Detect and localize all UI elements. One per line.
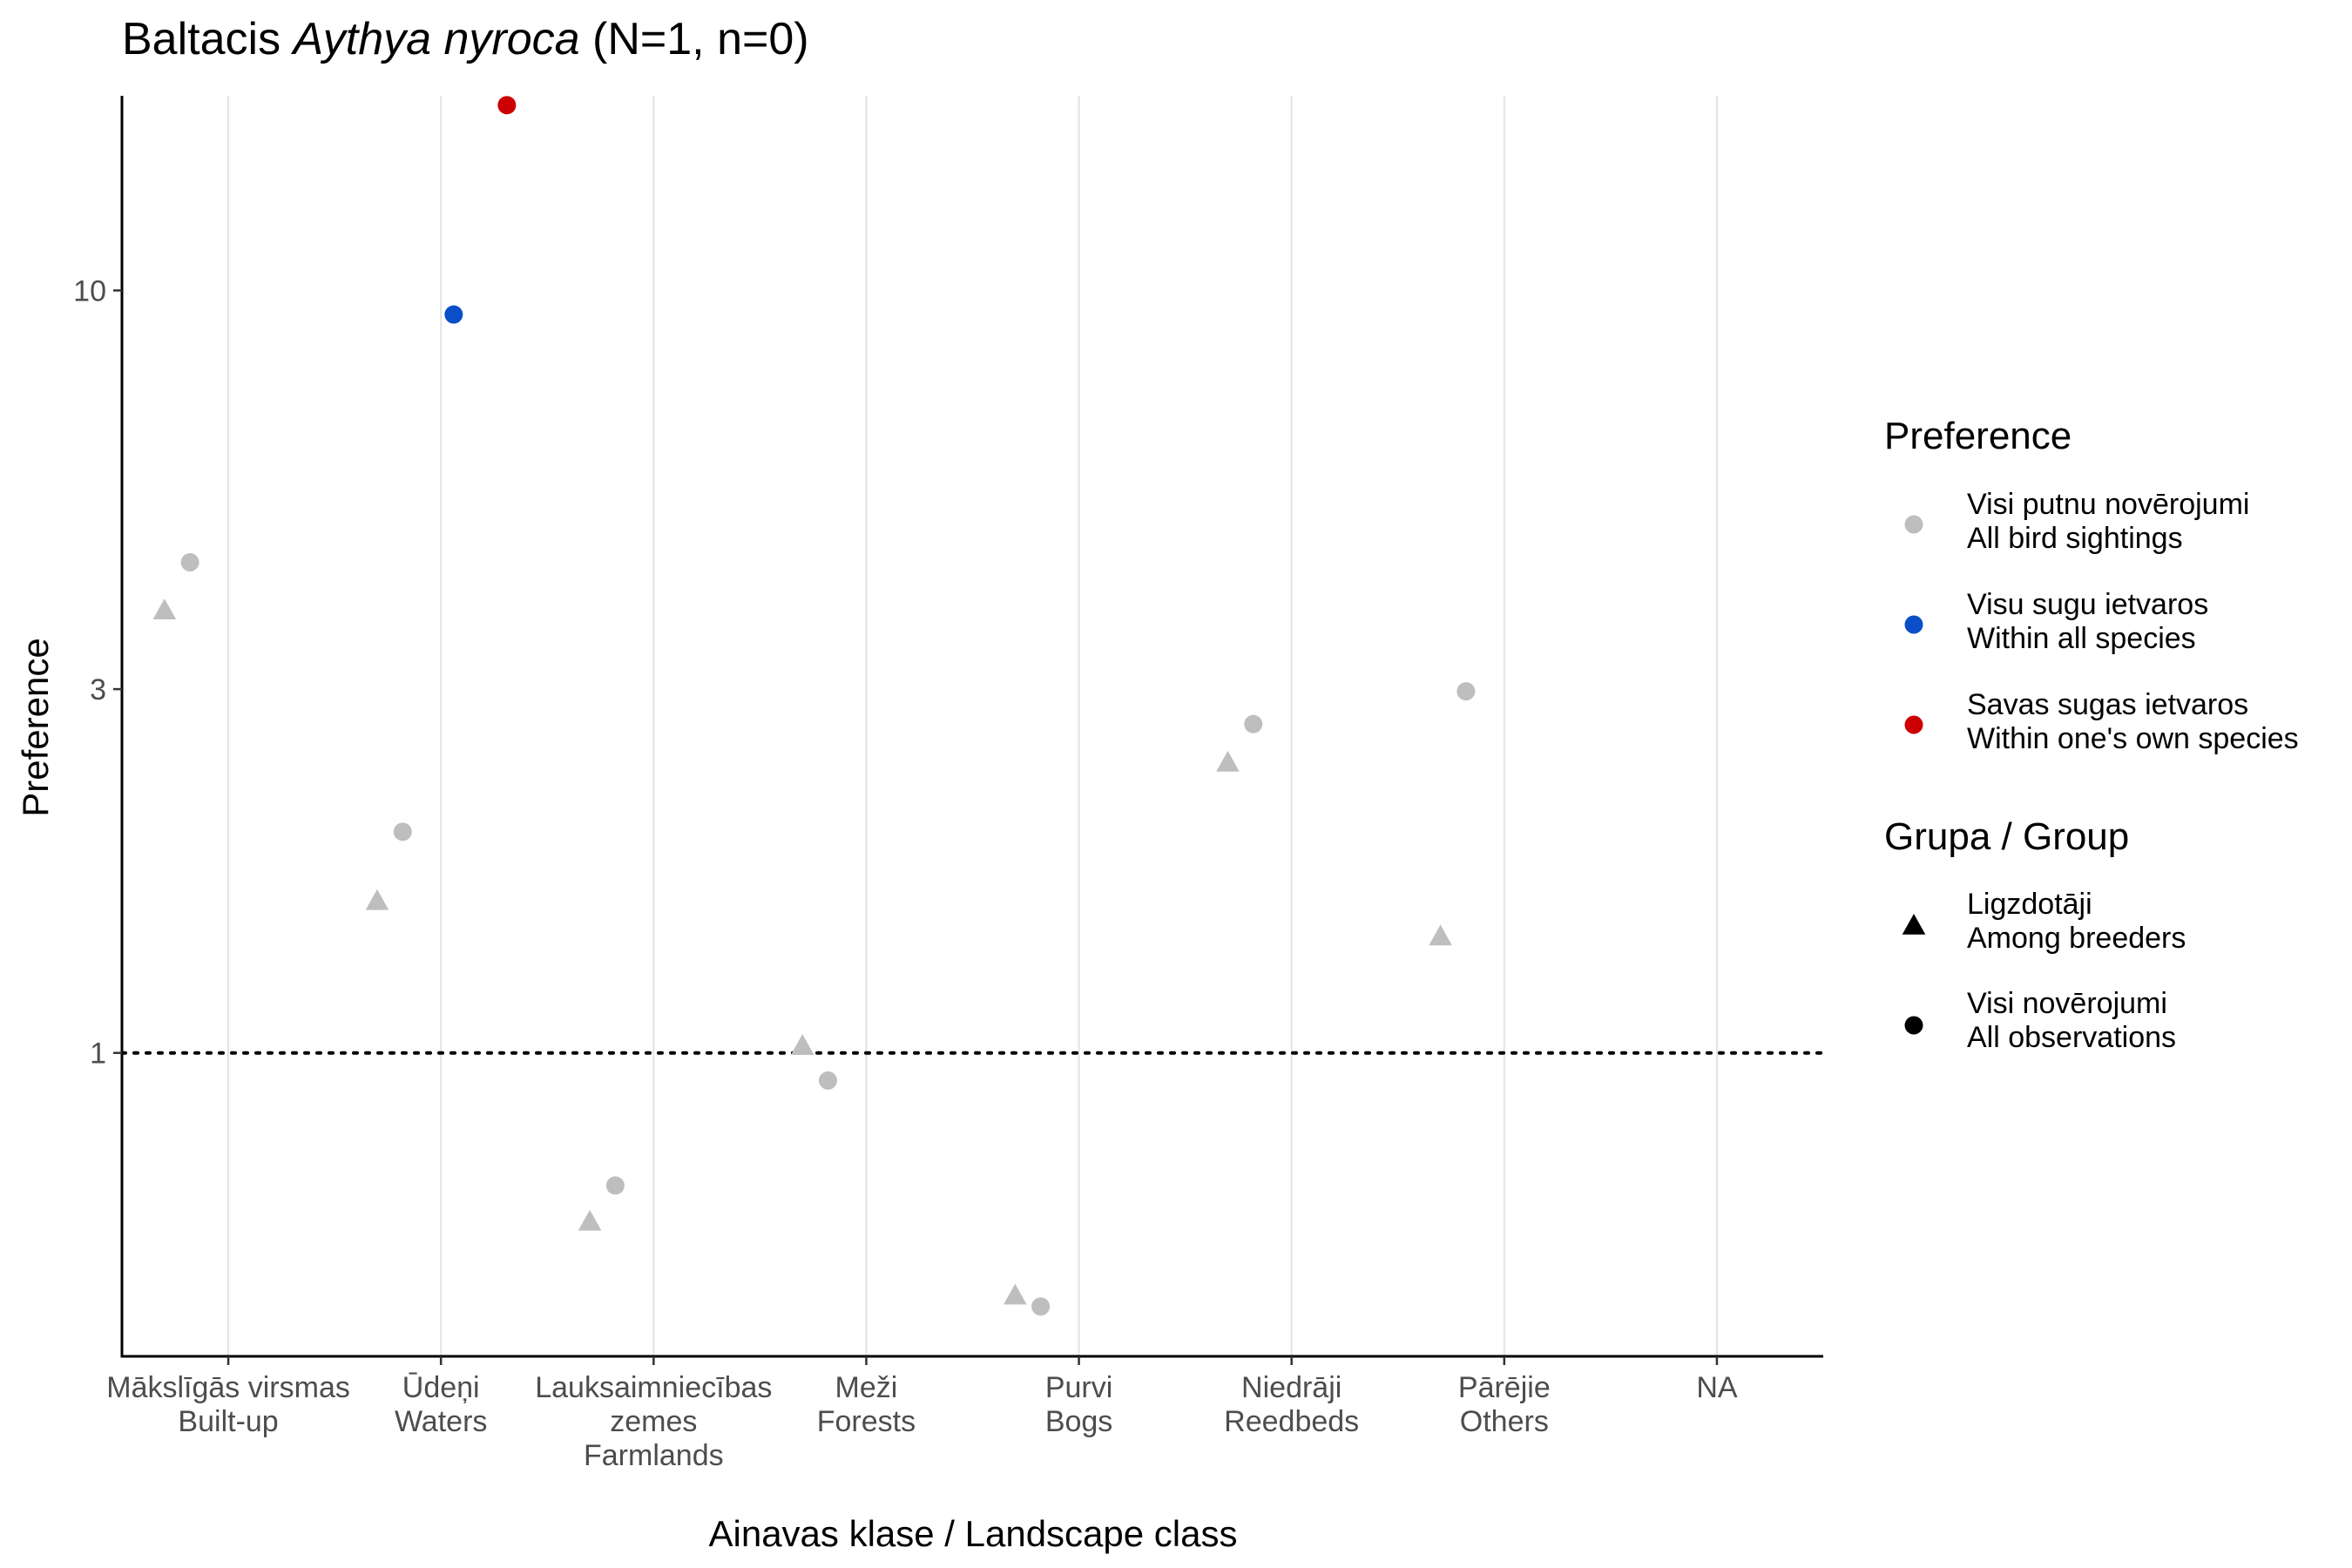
legend-group-title: Grupa / Group	[1884, 815, 2129, 858]
x-tick-label-2: Lauksaimniecības zemes Farmlands	[535, 1371, 772, 1472]
x-tick-label-6: Pārējie Others	[1458, 1371, 1551, 1438]
chart-title-suffix: (N=1, n=0)	[580, 14, 809, 64]
data-point-7	[605, 1176, 625, 1195]
data-point-9	[818, 1071, 837, 1090]
legend-preference-title: Preference	[1884, 415, 2072, 457]
data-point-15	[1456, 682, 1476, 701]
x-tick-label-3: Meži Forests	[817, 1371, 916, 1438]
legend-key-within_all_species	[1904, 615, 1923, 634]
x-tick-label-5: Niedrāji Reedbeds	[1224, 1371, 1359, 1438]
x-axis-ticks: Mākslīgās virsmas Built-up Ūdeņi Waters Lauk…	[106, 1356, 1738, 1472]
x-tick-label-7: NA	[1696, 1371, 1738, 1404]
data-point-10	[1004, 1283, 1027, 1305]
x-axis-title: Ainavas klase / Landscape class	[708, 1513, 1237, 1554]
data-point-8	[790, 1034, 814, 1055]
data-points	[152, 96, 1476, 1316]
y-tick-label-10: 10	[73, 274, 106, 308]
legend-label-all_sightings-lv: Visi putnu novērojumi	[1967, 488, 2249, 521]
x-tick-label-1: Ūdeņi Waters	[395, 1371, 487, 1438]
y-tick-label-1: 1	[90, 1037, 106, 1071]
data-point-14	[1429, 924, 1452, 946]
legend-label-within_own_species-lv: Savas sugas ietvaros	[1967, 688, 2248, 721]
data-point-2	[365, 889, 389, 910]
chart-title-prefix: Baltacis	[122, 14, 294, 64]
legend-label-breeders-lv: Ligzdotāji	[1967, 888, 2092, 921]
legend-key-all_observations	[1904, 1016, 1923, 1035]
legend-key-all_sightings	[1904, 515, 1923, 534]
legend-label-all_observations-en: All observations	[1967, 1021, 2176, 1054]
x-tick-label-4: Purvi Bogs	[1045, 1371, 1113, 1438]
chart-title-species: Aythya nyroca	[291, 14, 580, 64]
legend-label-all_observations-lv: Visi novērojumi	[1967, 987, 2167, 1020]
y-tick-label-3: 3	[90, 673, 106, 706]
data-point-3	[393, 822, 412, 841]
data-point-12	[1216, 750, 1240, 772]
data-point-4	[444, 305, 463, 324]
data-point-0	[152, 598, 177, 620]
y-axis-ticks: 1 3 10	[73, 274, 122, 1071]
legend-label-within_own_species-en: Within one's own species	[1967, 722, 2299, 755]
legend-label-breeders-en: Among breeders	[1967, 922, 2186, 955]
y-axis-title: Preference	[15, 638, 56, 816]
data-point-6	[578, 1209, 602, 1231]
x-tick-label-0: Mākslīgās virsmas Built-up	[106, 1371, 350, 1438]
legend-key-within_own_species	[1904, 715, 1923, 734]
data-point-5	[497, 96, 517, 115]
data-point-11	[1031, 1297, 1051, 1316]
legend-label-within_all_species-lv: Visu sugu ietvaros	[1967, 588, 2208, 621]
legend-label-within_all_species-en: Within all species	[1967, 622, 2196, 655]
data-point-1	[180, 553, 199, 572]
data-point-13	[1244, 714, 1263, 733]
legend-label-all_sightings-en: All bird sightings	[1967, 522, 2183, 555]
chart-title: Baltacis Aythya nyroca (N=1, n=0)	[122, 14, 809, 64]
legend-key-breeders	[1902, 914, 1926, 935]
vertical-grid	[227, 96, 1718, 1356]
